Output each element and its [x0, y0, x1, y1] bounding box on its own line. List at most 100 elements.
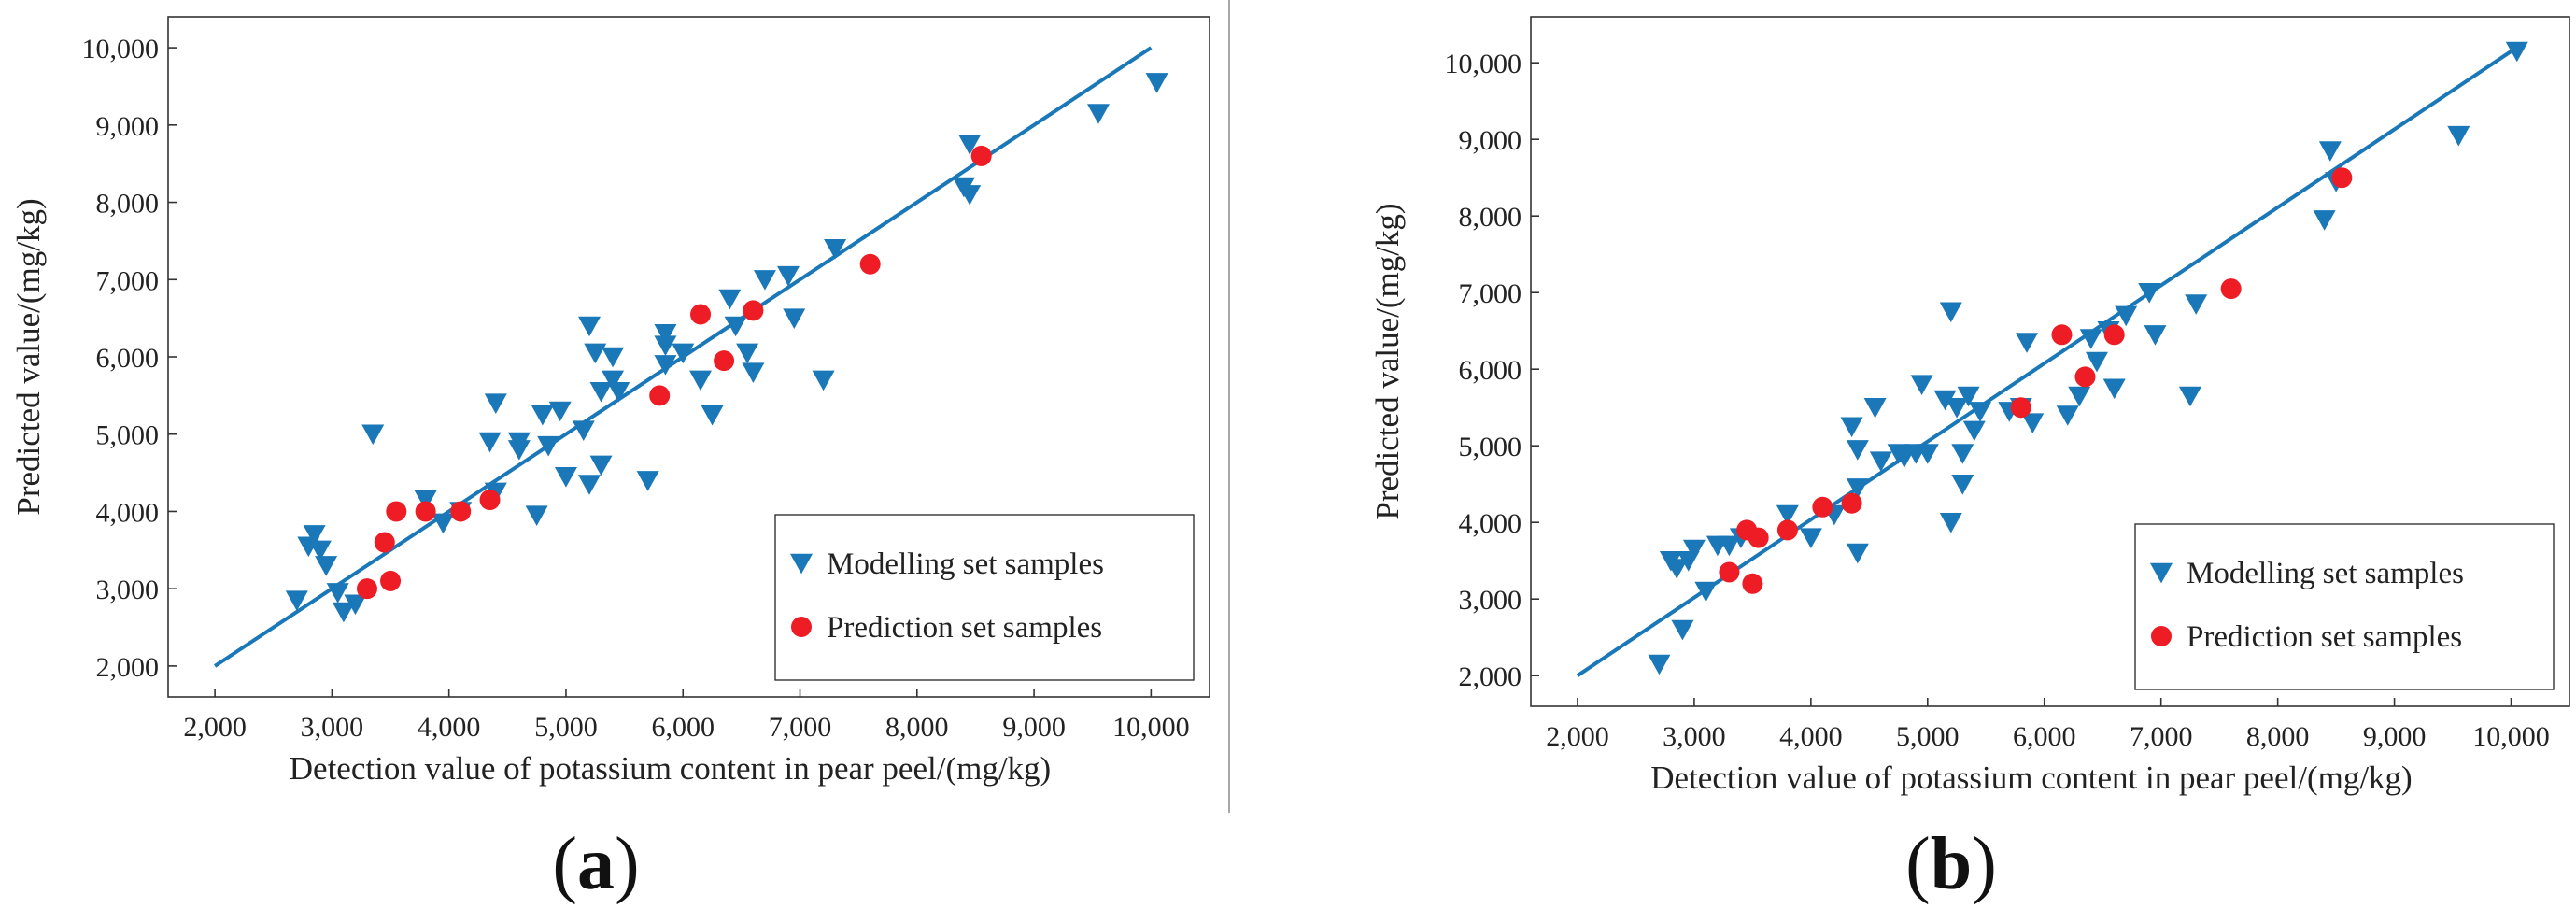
- chart-a-x-tick-label: 5,000: [534, 712, 598, 743]
- chart-a-modelling-point: [589, 382, 613, 403]
- chart-b-modelling-point: [1910, 375, 1933, 395]
- chart-a-prediction-point: [859, 253, 881, 275]
- chart-b-prediction-point: [2220, 278, 2242, 300]
- chart-a-modelling-point: [584, 343, 607, 364]
- chart-a-x-tick-label: 9,000: [1002, 712, 1066, 743]
- chart-b-modelling-point: [2115, 305, 2138, 327]
- chart-a-legend-marker-modelling: [790, 553, 813, 575]
- chart-a-x-tick-label: 10,000: [1112, 712, 1190, 743]
- chart-b-modelling-point: [2178, 386, 2201, 407]
- chart-b-prediction-point: [1748, 527, 1769, 548]
- chart-b-x-tick-label: 8,000: [2246, 721, 2310, 752]
- chart-b-modelling-point: [1846, 440, 1869, 461]
- chart-b-legend-label: Prediction set samples: [2187, 620, 2462, 654]
- chart-b-modelling-point: [1962, 420, 1986, 442]
- chart-a-prediction-point: [690, 304, 712, 325]
- chart-a-prediction-point: [649, 385, 671, 406]
- chart-b-modelling-point: [2102, 378, 2126, 400]
- chart-b-modelling-point: [2085, 351, 2108, 373]
- chart-b-modelling-point: [2318, 141, 2342, 162]
- chart-b-legend-marker-modelling: [2150, 562, 2173, 584]
- chart-a-modelling-point: [742, 362, 765, 383]
- chart-a-x-tick-label: 2,000: [183, 712, 247, 743]
- chart-a-modelling-point: [548, 401, 572, 422]
- chart-a-y-tick-label: 3,000: [96, 575, 160, 605]
- chart-a-legend-label: Modelling set samples: [827, 547, 1104, 581]
- chart-b-y-tick-label: 8,000: [1459, 202, 1522, 233]
- chart-a-modelling-point: [654, 355, 677, 376]
- chart-a-modelling-point: [315, 556, 338, 576]
- chart-a-prediction-point: [479, 490, 501, 511]
- chart-b-modelling-point: [1799, 528, 1822, 548]
- chart-b-modelling-point: [1957, 386, 1980, 407]
- chart-b-modelling-point: [2079, 329, 2102, 349]
- chart-a-legend-label: Prediction set samples: [827, 611, 1102, 645]
- chart-a-modelling-point: [303, 525, 326, 546]
- chart-a-modelling-point: [724, 316, 747, 337]
- panel-label-a: (a): [552, 823, 640, 905]
- chart-b-modelling-point: [2068, 386, 2091, 407]
- chart-a-modelling-point: [578, 475, 602, 495]
- chart-b-prediction-point: [1841, 492, 1862, 514]
- chart-a-modelling-point: [689, 370, 713, 391]
- chart-a-modelling-point: [589, 455, 613, 476]
- chart-b-prediction-point: [2331, 167, 2353, 189]
- chart-a-prediction-point: [380, 570, 402, 591]
- chart-a-modelling-point: [1145, 73, 1168, 93]
- chart-b-modelling-point: [1846, 478, 1869, 499]
- chart-b-x-tick-label: 6,000: [2013, 721, 2076, 752]
- chart-a-modelling-point: [701, 405, 724, 426]
- chart-a-modelling-point: [361, 424, 385, 446]
- chart-a-modelling-point: [672, 343, 695, 364]
- chart-a-prediction-point: [415, 501, 436, 522]
- panel-divider: [1228, 0, 1230, 813]
- chart-b-y-tick-label: 9,000: [1459, 125, 1522, 156]
- chart-b-y-tick-label: 2,000: [1459, 661, 1522, 692]
- chart-a-modelling-point: [824, 238, 847, 260]
- chart-b-x-tick-label: 4,000: [1779, 721, 1843, 752]
- chart-a-x-tick-label: 4,000: [418, 712, 481, 743]
- chart-a-modelling-point: [344, 594, 367, 616]
- chart-a-modelling-point: [636, 471, 659, 491]
- chart-a-modelling-point: [958, 135, 982, 155]
- chart-b-modelling-point: [1939, 513, 1962, 533]
- chart-b-x-axis-label: Detection value of potassium content in …: [1650, 760, 2412, 796]
- chart-b-legend-box: [2134, 523, 2555, 690]
- chart-a-modelling-point: [654, 335, 677, 356]
- chart-b-modelling-point: [2016, 333, 2039, 353]
- chart-a-modelling-point: [432, 513, 455, 534]
- chart-a-x-tick-label: 3,000: [301, 712, 364, 743]
- chart-a-modelling-point: [537, 435, 560, 457]
- chart-b-y-tick-label: 5,000: [1459, 432, 1522, 462]
- chart-a-modelling-point: [783, 308, 806, 330]
- chart-b-modelling-point: [1694, 581, 1718, 603]
- chart-a-x-axis-label: Detection value of potassium content in …: [290, 750, 1051, 787]
- chart-a-modelling-point: [958, 185, 982, 206]
- chart-a-prediction-point: [714, 350, 735, 372]
- chart-b-y-tick-label: 3,000: [1459, 585, 1522, 616]
- chart-b-y-axis-label: Predicted value/(mg/kg): [1369, 203, 1406, 519]
- chart-b-modelling-point: [2185, 294, 2208, 315]
- chart-a-x-tick-label: 6,000: [651, 712, 715, 743]
- chart-b-y-tick-label: 6,000: [1459, 355, 1522, 386]
- chart-b-prediction-point: [1776, 519, 1798, 541]
- chart-b-modelling-point: [2056, 405, 2079, 426]
- chart-b-modelling-point: [1846, 543, 1869, 564]
- chart-a-y-tick-label: 8,000: [96, 189, 160, 220]
- chart-a-modelling-point: [812, 370, 835, 391]
- chart-a-modelling-point: [531, 405, 554, 426]
- chart-b-modelling-point: [1946, 398, 1969, 419]
- chart-a-modelling-point: [326, 583, 349, 604]
- chart-a-modelling-point: [285, 590, 308, 611]
- chart-a-y-tick-label: 9,000: [96, 111, 160, 142]
- chart-a-modelling-point: [1086, 104, 1110, 124]
- chart-a: 2,000 3,000 4,000 5,000 6,000 7,000 8,000 9,000…: [10, 16, 1210, 787]
- chart-b-y-tick-label: 10,000: [1445, 49, 1522, 79]
- chart-b-y-tick-label: 7,000: [1459, 278, 1522, 309]
- chart-b-plot-frame: [1530, 16, 2570, 707]
- chart-b-x-tick-label: 5,000: [1896, 721, 1960, 752]
- chart-a-y-tick-label: 7,000: [96, 265, 160, 296]
- chart-a-y-tick-label: 2,000: [96, 652, 160, 683]
- chart-b-modelling-point: [1951, 475, 1974, 495]
- chart-b-modelling-point: [2447, 125, 2470, 147]
